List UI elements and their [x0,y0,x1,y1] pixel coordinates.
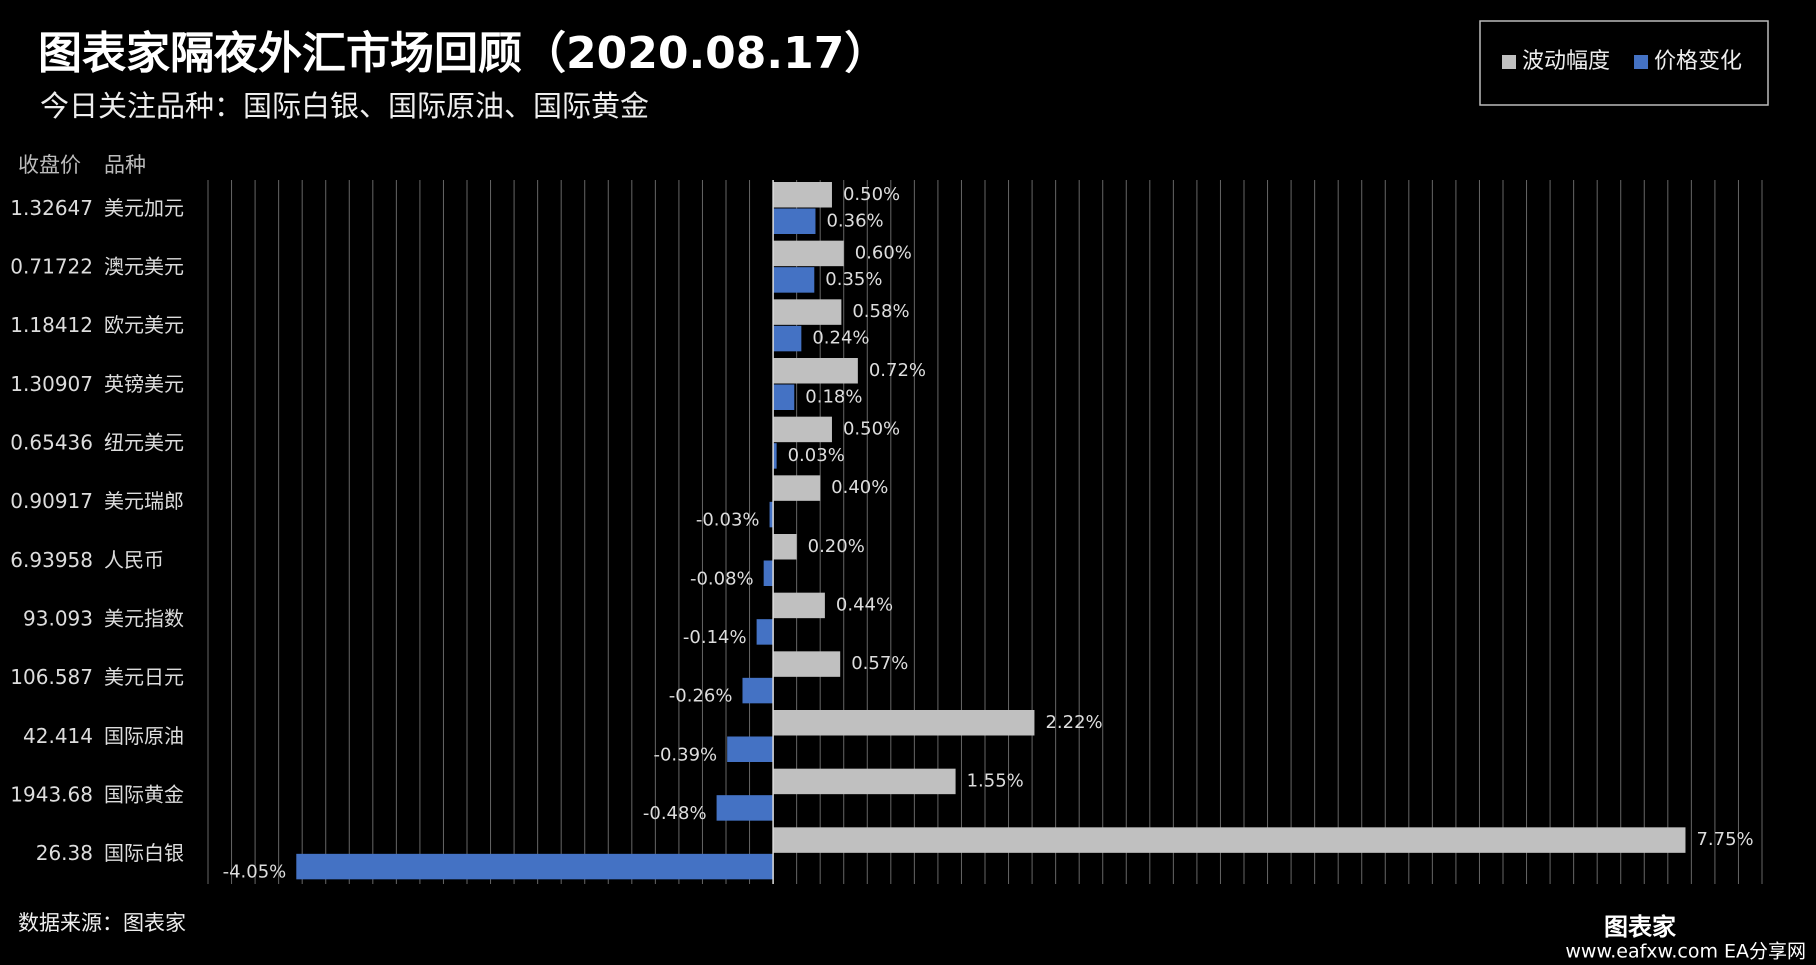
bar [296,853,774,880]
close-price: 0.90917 [10,489,93,513]
close-price: 106.587 [10,665,93,689]
value-label: -0.48% [643,803,707,824]
category-label: 美元日元 [104,665,184,689]
bar [769,501,774,528]
value-label: 1.55% [967,770,1024,791]
category-label: 欧元美元 [104,313,184,337]
bar [773,651,841,677]
legend-label: 价格变化 [1654,49,1742,74]
value-label: -4.05% [223,862,287,883]
value-label: 0.72% [869,360,926,381]
bar [773,358,858,384]
category-label: 国际原油 [104,724,184,748]
value-label: 0.50% [843,418,900,439]
value-label: 0.20% [808,536,865,557]
close-price: 42.414 [23,724,93,748]
value-label: 0.03% [788,445,845,466]
value-label: 0.24% [812,328,869,349]
bar [763,560,774,586]
bar [756,619,774,645]
value-label: 0.35% [825,269,882,290]
bar [773,827,1686,853]
close-price: 6.93958 [10,548,93,572]
close-price: 93.093 [23,607,93,631]
category-label: 澳元美元 [104,255,184,279]
bar [773,267,815,293]
bar [716,795,774,821]
bar [773,182,832,208]
value-label: 0.18% [805,386,862,407]
value-label: 0.60% [855,242,912,263]
value-label: 0.58% [852,301,909,322]
close-price: 1.30907 [10,372,93,396]
bar [742,677,774,704]
column-header: 品种 [104,153,146,177]
source-note: 数据来源：图表家 [18,911,186,935]
close-price: 0.65436 [10,431,93,455]
chart-subtitle: 今日关注品种：国际白银、国际原油、国际黄金 [40,89,649,123]
bar [773,534,797,560]
bar [773,475,821,501]
value-label: 0.57% [851,653,908,674]
bar [773,240,844,267]
bar [773,384,795,410]
bar [773,416,832,443]
bar [773,325,802,352]
close-price: 0.71722 [10,255,93,279]
legend-label: 波动幅度 [1522,49,1610,74]
category-label: 国际黄金 [104,783,184,807]
bar [727,736,774,762]
value-label: 0.50% [843,184,900,205]
value-label: 2.22% [1045,712,1102,733]
value-label: 0.36% [826,210,883,231]
value-label: -0.03% [696,510,760,531]
value-label: -0.08% [690,568,754,589]
bar [773,443,777,469]
category-label: 人民币 [104,548,164,572]
category-label: 国际白银 [104,841,184,865]
bar [773,208,816,234]
close-price: 26.38 [36,841,93,865]
value-label: 0.44% [836,594,893,615]
value-label: -0.14% [683,627,747,648]
value-label: 7.75% [1696,829,1753,850]
category-label: 纽元美元 [104,431,184,455]
value-label: -0.26% [669,686,733,707]
bar [773,592,825,619]
legend-swatch [1502,55,1516,69]
chart-title: 图表家隔夜外汇市场回顾（2020.08.17） [38,28,888,79]
watermark: www.eafxw.com EA分享网 [1565,941,1806,963]
legend-box [1479,20,1769,106]
close-price: 1.32647 [10,196,93,220]
bar [773,710,1035,736]
close-price: 1.18412 [10,313,93,337]
logo: 图表家 [1604,913,1676,941]
close-price: 1943.68 [10,783,93,807]
category-label: 美元加元 [104,196,184,220]
bar [773,768,956,795]
value-label: 0.40% [831,477,888,498]
bar [773,299,842,325]
category-label: 英镑美元 [104,372,184,396]
legend-swatch [1634,55,1649,69]
category-label: 美元指数 [104,607,184,631]
column-header: 收盘价 [18,153,81,177]
category-label: 美元瑞郎 [104,489,184,513]
value-label: -0.39% [653,744,717,765]
